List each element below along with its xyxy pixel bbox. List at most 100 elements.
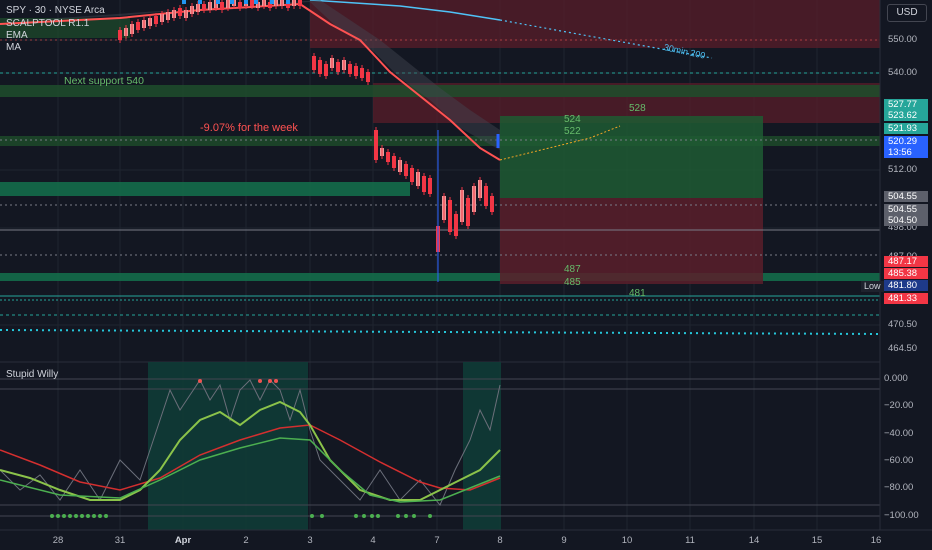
osc-dot <box>370 514 374 518</box>
time-tick: 16 <box>870 535 882 546</box>
osc-dot <box>362 514 366 518</box>
price-tick: 550.00 <box>888 34 918 45</box>
price-label: 504.55 <box>884 204 928 215</box>
week-change-annotation: -9.07% for the week <box>200 122 298 134</box>
price-label: 487.17 <box>884 256 928 267</box>
osc-tick: 0.000 <box>884 373 908 384</box>
level-481: 481 <box>629 288 646 299</box>
price-label: 523.62 <box>884 110 928 121</box>
time-tick: 7 <box>434 535 440 546</box>
price-label: 13:56 <box>884 147 928 158</box>
signal-marker <box>286 0 290 4</box>
osc-dot <box>56 514 60 518</box>
osc-dot <box>376 514 380 518</box>
osc-highlight-2 <box>463 362 501 530</box>
price-tick: 512.00 <box>888 164 918 175</box>
resistance-zone-top <box>310 0 880 48</box>
osc-slow-line <box>0 424 501 491</box>
price-label: 485.38 <box>884 268 928 279</box>
long-position-profit <box>500 116 763 198</box>
ma200-projection <box>499 19 713 59</box>
indicator-scalptool[interactable]: SCALPTOOL R1.1 <box>6 18 90 29</box>
ema-band <box>0 0 500 150</box>
osc-dot <box>320 514 324 518</box>
osc-raw-line <box>0 379 501 506</box>
time-tick: Apr <box>174 535 192 546</box>
time-tick: 4 <box>370 535 376 546</box>
price-tick: 464.50 <box>888 343 918 354</box>
osc-dot <box>428 514 432 518</box>
osc-dot <box>50 514 54 518</box>
signal-marker <box>216 0 220 4</box>
time-tick: 31 <box>114 535 126 546</box>
osc-dot <box>86 514 90 518</box>
long-position-loss <box>500 198 763 284</box>
ma200-line <box>309 0 501 21</box>
price-label: 504.50 <box>884 215 928 226</box>
price-label: 481.33 <box>884 293 928 304</box>
osc-dot <box>74 514 78 518</box>
time-tick: 10 <box>621 535 633 546</box>
price-label: 481.80 <box>884 280 928 291</box>
osc-dot <box>80 514 84 518</box>
time-tick: 14 <box>748 535 760 546</box>
osc-tick: −40.00 <box>884 428 914 439</box>
osc-dot <box>68 514 72 518</box>
symbol-title[interactable]: SPY · 30 · NYSE Arca <box>6 5 105 16</box>
time-tick: 11 <box>685 535 695 546</box>
level-485: 485 <box>564 277 581 288</box>
indicator-ema[interactable]: EMA <box>6 30 28 41</box>
osc-tick: −20.00 <box>884 400 914 411</box>
osc-dot <box>92 514 96 518</box>
osc-dot <box>62 514 66 518</box>
osc-dot <box>104 514 108 518</box>
price-label: 504.55 <box>884 191 928 202</box>
osc-dot <box>412 514 416 518</box>
osc-dot <box>404 514 408 518</box>
price-label: 521.93 <box>884 123 928 134</box>
price-tick: 470.50 <box>888 319 918 330</box>
level-487: 487 <box>564 264 581 275</box>
low-tag: Low <box>861 281 884 292</box>
support-zone-540 <box>0 85 880 97</box>
osc-dot <box>310 514 314 518</box>
price-label: 527.77 <box>884 99 928 110</box>
signal-marker <box>270 0 274 4</box>
support-zone-522 <box>0 136 880 146</box>
osc-fast-line-green <box>0 437 501 503</box>
osc-signal-dots <box>50 379 432 518</box>
support-annotation: Next support 540 <box>64 75 144 87</box>
price-tick: 498.00 <box>888 222 918 233</box>
osc-dot-top <box>198 379 202 383</box>
signal-marker <box>182 0 186 4</box>
time-tick: 15 <box>811 535 823 546</box>
osc-dot-top <box>258 379 262 383</box>
time-tick: 3 <box>307 535 313 546</box>
signal-marker <box>198 0 202 4</box>
signal-marker <box>230 0 234 4</box>
signal-marker <box>254 0 258 4</box>
osc-tick: −100.00 <box>884 510 919 521</box>
indicator-ma[interactable]: MA <box>6 42 21 53</box>
oscillator-pane <box>0 361 880 530</box>
support-zone-485 <box>0 273 880 281</box>
currency-button[interactable]: USD <box>887 4 927 22</box>
osc-dot-top <box>268 379 272 383</box>
forecast-line <box>499 125 621 161</box>
price-tick: 540.00 <box>888 67 918 78</box>
time-tick: 9 <box>561 535 567 546</box>
time-tick: 28 <box>52 535 64 546</box>
price-zones <box>0 0 880 284</box>
osc-highlight-1 <box>148 362 308 530</box>
level-524: 524 <box>564 114 581 125</box>
osc-tick: −80.00 <box>884 482 914 493</box>
time-tick: 8 <box>497 535 503 546</box>
support-zone-512 <box>0 182 410 196</box>
level-522: 522 <box>564 126 581 137</box>
osc-tick: −60.00 <box>884 455 914 466</box>
osc-dot-top <box>274 379 278 383</box>
oscillator-title[interactable]: Stupid Willy <box>6 369 59 380</box>
price-label: 520.29 <box>884 136 928 147</box>
time-tick: 2 <box>243 535 249 546</box>
osc-dot <box>396 514 400 518</box>
